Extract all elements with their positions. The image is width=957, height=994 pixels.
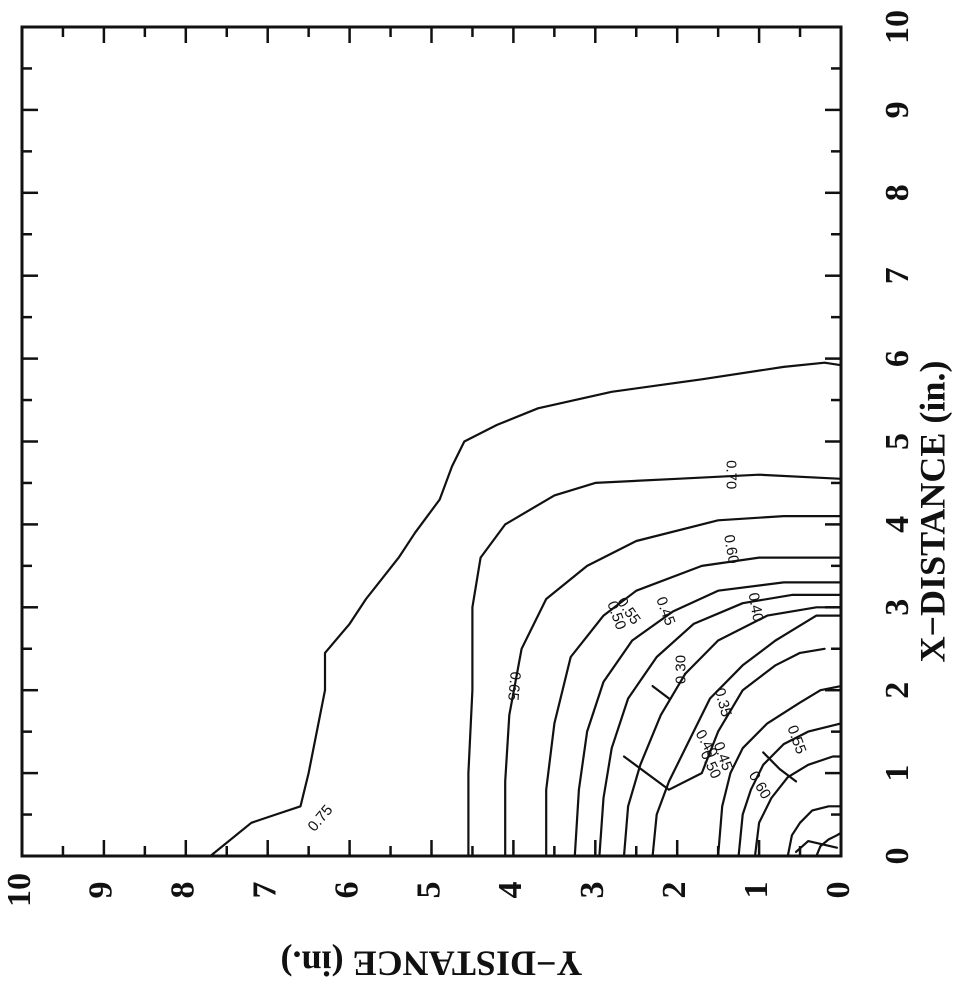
y-tick-label-9: 9 — [83, 882, 120, 899]
contour-label-9: 0.35 — [711, 686, 735, 719]
y-tick-label-10: 10 — [1, 873, 38, 907]
contour-line-0-40-7 — [651, 614, 843, 858]
y-tick-label-1: 1 — [738, 882, 775, 899]
contour-line-0-55-16 — [762, 751, 798, 783]
contour-line-inner-11 — [737, 722, 843, 858]
contour-line-0-50-5 — [598, 593, 843, 858]
y-tick-label-2: 2 — [656, 882, 693, 899]
tick-labels: 0 1 2 3 4 5 6 7 8 9 10 0 1 2 3 4 5 6 7 8 9 10 — [1, 10, 916, 907]
contour-line-0-35-9 — [651, 684, 671, 700]
contour-line-0-55-4 — [573, 581, 843, 858]
contour-line-0-45-6 — [622, 606, 843, 858]
contour-label-3: 0.60 — [720, 533, 742, 565]
x-axis-title: X−DISTANCE (in.) — [912, 361, 952, 663]
contour-label-13: 0.55 — [784, 723, 810, 756]
x-tick-label-7: 7 — [879, 267, 916, 284]
contour-line-inner-13 — [786, 805, 843, 858]
x-tick-label-3: 3 — [879, 599, 916, 616]
y-tick-label-7: 7 — [246, 882, 283, 899]
x-tick-label-1: 1 — [879, 765, 916, 782]
contour-label-1: 0.70 — [722, 460, 739, 489]
y-axis-title: Y−DISTANCE (in.) — [281, 944, 583, 984]
contour-lines — [209, 361, 843, 858]
y-tick-label-4: 4 — [492, 882, 529, 899]
x-tick-label-4: 4 — [879, 516, 916, 533]
x-tick-label-9: 9 — [879, 101, 916, 118]
contour-labels: 0.750.700.650.600.550.50 0.45 0.400.300.35… — [305, 460, 810, 835]
contour-label-8: 0.30 — [672, 655, 689, 684]
contour-label-7: 0.40 — [745, 591, 767, 623]
y-tick-label-5: 5 — [410, 882, 447, 899]
contour-line-0-60-12 — [753, 755, 843, 858]
y-tick-label-3: 3 — [574, 882, 611, 899]
x-tick-label-5: 5 — [879, 433, 916, 450]
contour-line-0-70-2 — [504, 514, 843, 858]
x-tick-label-6: 6 — [879, 350, 916, 367]
contour-line-inner-14 — [815, 831, 843, 858]
x-tick-label-2: 2 — [879, 682, 916, 699]
x-tick-label-0: 0 — [879, 848, 916, 865]
contour-line-0-65-1 — [467, 473, 843, 858]
contour-line-0-60-3 — [545, 556, 843, 858]
contour-label-0: 0.75 — [305, 802, 337, 835]
x-tick-label-8: 8 — [879, 184, 916, 201]
x-tick-label-10: 10 — [879, 10, 916, 44]
y-tick-label-8: 8 — [165, 882, 202, 899]
contour-line-0-75-0 — [209, 361, 843, 858]
y-tick-label-0: 0 — [820, 882, 857, 899]
y-tick-label-6: 6 — [328, 882, 365, 899]
contour-line-0-30-8 — [622, 647, 826, 791]
contour-line-inner-10 — [716, 684, 843, 858]
contour-line-inner-15 — [794, 839, 839, 854]
contour-label-2: 0.65 — [504, 671, 523, 702]
axis-ticks — [20, 25, 843, 858]
